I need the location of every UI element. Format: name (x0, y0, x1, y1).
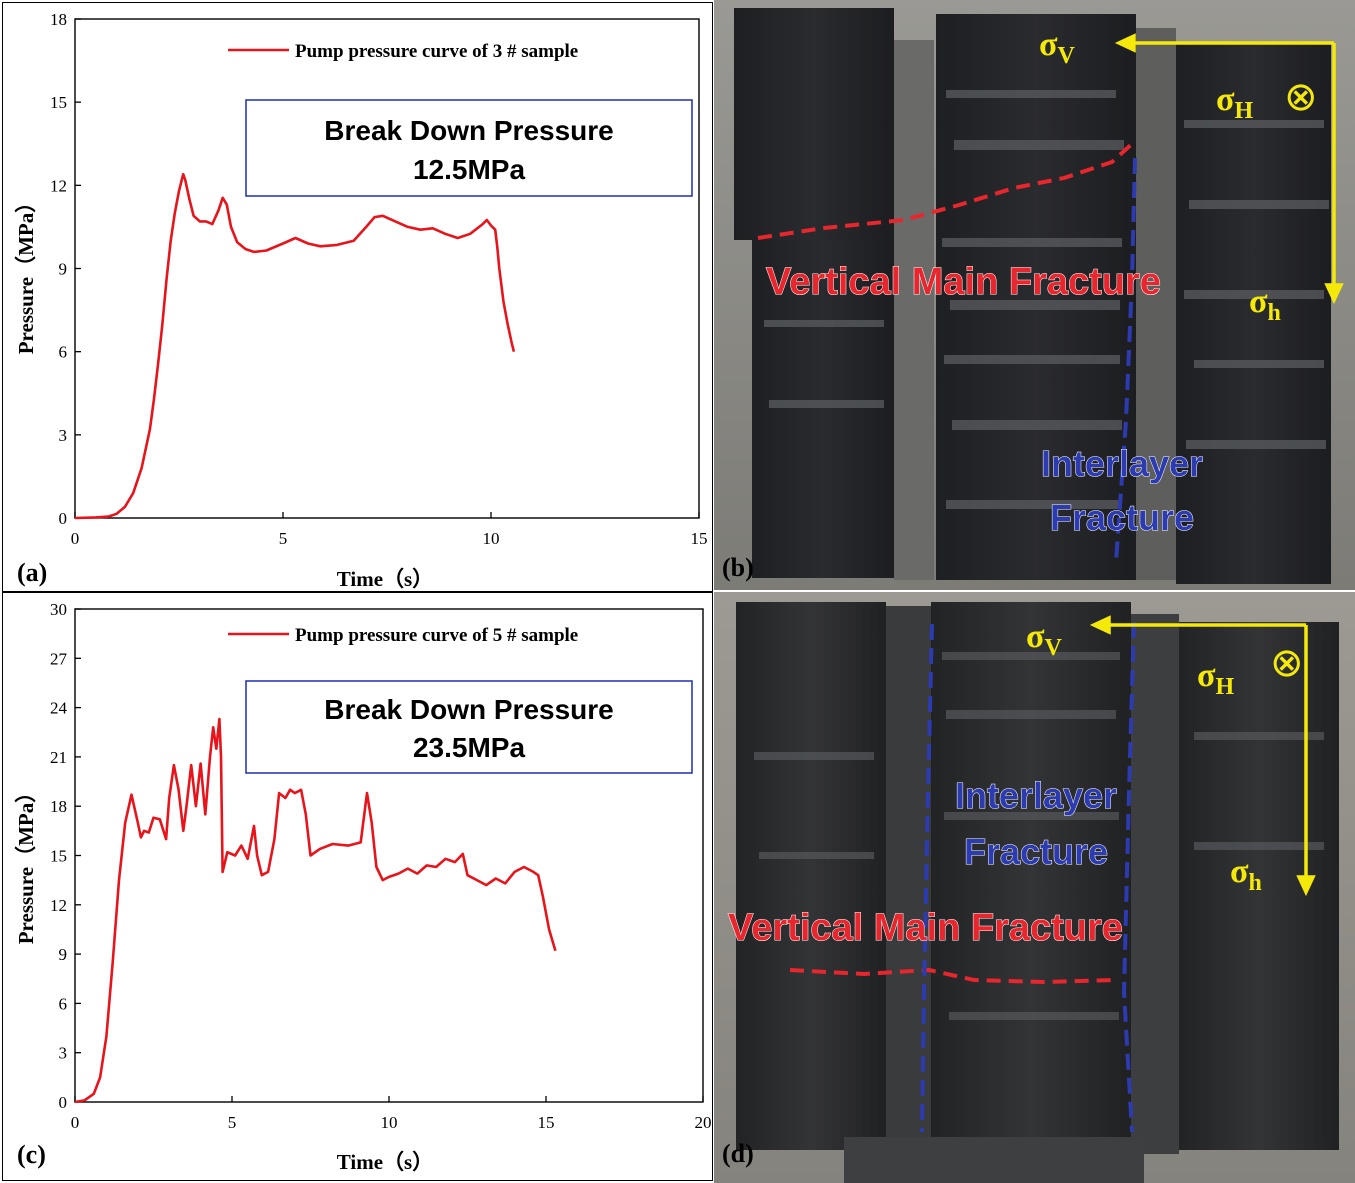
photo-b-label-interlayer-1: Interlayer (1041, 443, 1203, 484)
photo-d-sigma-v: σV (1026, 618, 1063, 661)
x-tick-label: 5 (228, 1113, 237, 1132)
photo-d-interlayer-fracture-right (1121, 621, 1136, 1133)
y-tick-label: 3 (59, 1044, 68, 1063)
chart-c-annotation-line1: Break Down Pressure (324, 694, 613, 725)
x-tick-label: 10 (483, 529, 500, 548)
y-tick-label: 21 (50, 748, 67, 767)
photo-b-interlayer-fracture-trace (1114, 157, 1137, 563)
y-tick-label: 9 (59, 945, 68, 964)
chart-c-y-axis-label: Pressure（MPa） (14, 782, 38, 945)
photo-d-stress-arrows (1089, 615, 1316, 897)
chart-c-annotation-line2: 23.5MPa (413, 732, 525, 763)
photo-d-interlayer-fracture-left (920, 623, 934, 1133)
y-tick-label: 0 (59, 1093, 68, 1112)
chart-a-annotation-line2: 12.5MPa (413, 154, 525, 185)
y-tick-label: 18 (50, 797, 67, 816)
y-tick-label: 12 (50, 176, 67, 195)
chart-a-legend-label: Pump pressure curve of 3 # sample (295, 41, 578, 62)
photo-b-out-of-plane-icon: ⊗ (1284, 75, 1318, 119)
chart-panel-a: 0 5 10 15 0 3 6 9 12 15 18 Pump pressure curve of … (2, 2, 713, 592)
y-tick-label: 12 (50, 896, 67, 915)
chart-a-x-axis-label: Time（s） (337, 567, 433, 590)
y-tick-label: 9 (59, 260, 68, 279)
y-tick-label: 6 (59, 994, 68, 1013)
photo-b-sigma-H: σH (1216, 81, 1254, 124)
photo-d-out-of-plane-icon: ⊗ (1270, 641, 1304, 685)
y-tick-label: 0 (59, 509, 68, 528)
photo-b-sigma-h: σh (1249, 283, 1281, 326)
chart-c-x-axis-label: Time（s） (337, 1150, 433, 1174)
x-tick-label: 0 (71, 529, 80, 548)
x-tick-label: 10 (381, 1113, 398, 1132)
photo-b-rock-blocks (734, 8, 1331, 584)
photo-d-label-interlayer-2: Fracture (964, 831, 1108, 872)
photo-d-rock-blocks (736, 602, 1339, 1183)
photo-d-label-interlayer-1: Interlayer (955, 775, 1117, 816)
photo-b-sigma-v: σV (1039, 26, 1076, 69)
photo-d-sigma-H: σH (1197, 657, 1235, 700)
photo-b-panel-label: (b) (722, 553, 754, 582)
chart-a-series-line (74, 172, 516, 520)
photo-d-svg: σV σH ⊗ σh Interlayer Fracture Vertical … (714, 592, 1355, 1183)
photo-d-vertical-fracture-trace (789, 967, 1115, 985)
photo-b-label-interlayer-2: Fracture (1050, 497, 1194, 538)
photo-d-panel-label: (d) (722, 1139, 754, 1168)
y-tick-label: 30 (50, 600, 67, 619)
y-tick-label: 27 (50, 649, 68, 668)
y-tick-label: 15 (50, 847, 67, 866)
y-tick-label: 15 (50, 93, 67, 112)
chart-c-annotation-box (245, 680, 693, 774)
chart-c-legend-label: Pump pressure curve of 5 # sample (295, 625, 578, 646)
y-tick-label: 24 (50, 699, 68, 718)
y-tick-label: 18 (50, 10, 67, 29)
chart-panel-c: 0 5 10 15 20 0 3 6 9 12 15 18 21 24 27 30 Pump pressure… (2, 592, 713, 1181)
chart-a-annotation-line1: Break Down Pressure (324, 115, 613, 146)
chart-c-series-line (74, 717, 557, 1104)
chart-a-annotation-box (245, 99, 693, 197)
chart-a-svg: 0 5 10 15 0 3 6 9 12 15 18 Pump pressure curve of … (14, 10, 708, 590)
photo-panel-d: σV σH ⊗ σh Interlayer Fracture Vertical … (714, 592, 1355, 1183)
photo-b-vertical-fracture-trace (757, 140, 1136, 240)
photo-d-label-vertical-fracture: Vertical Main Fracture (728, 907, 1123, 949)
photo-panel-b: σV σH ⊗ σh Vertical Main Fracture Interl… (714, 0, 1355, 590)
chart-c-panel-label: (c) (17, 1140, 46, 1169)
chart-a-y-axis-label: Pressure（MPa） (14, 192, 38, 355)
y-tick-label: 6 (59, 343, 68, 362)
chart-a-panel-label: (a) (17, 558, 47, 587)
chart-c-svg: 0 5 10 15 20 0 3 6 9 12 15 18 21 24 27 30 Pump pressure… (14, 600, 712, 1174)
photo-b-stress-arrows (1114, 33, 1344, 305)
x-tick-label: 5 (279, 529, 288, 548)
x-tick-label: 15 (538, 1113, 555, 1132)
x-tick-label: 15 (691, 529, 708, 548)
photo-d-sigma-h: σh (1230, 853, 1262, 896)
x-tick-label: 0 (71, 1113, 80, 1132)
x-tick-label: 20 (695, 1113, 712, 1132)
photo-b-label-vertical-fracture: Vertical Main Fracture (766, 261, 1161, 303)
photo-b-svg: σV σH ⊗ σh Vertical Main Fracture Interl… (714, 0, 1355, 590)
y-tick-label: 3 (59, 426, 68, 445)
